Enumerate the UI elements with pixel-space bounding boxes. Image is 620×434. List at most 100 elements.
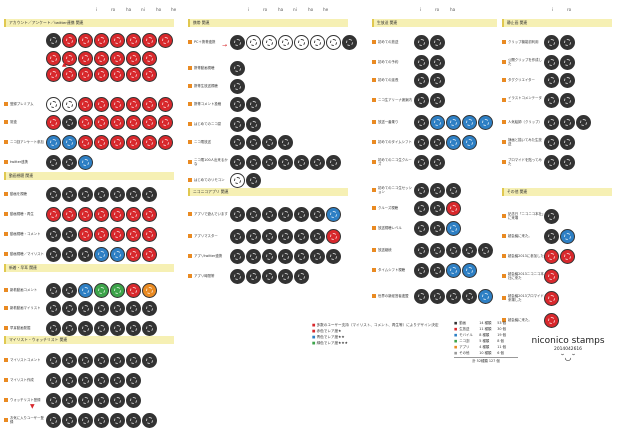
stamp-icon (446, 134, 461, 150)
stamp-icon (158, 114, 173, 130)
row-label-text: 超会議に来た。 (508, 234, 532, 238)
stamp-row: 登録プレミアム (4, 96, 174, 112)
row-label: 超会議2013に参加した (502, 254, 544, 258)
stamp-icon (414, 114, 429, 130)
stamp-icon (46, 66, 61, 82)
stamp-icon (560, 72, 575, 88)
stamp-icon (94, 206, 109, 222)
row-label: 携帯コメント投稿 (188, 102, 230, 106)
row-label-text: クルーズ視聴 (378, 206, 399, 210)
stamp-icon (126, 300, 141, 316)
bullet-icon (502, 274, 506, 278)
stamp-icon (560, 54, 575, 70)
stamp-icon (278, 206, 293, 222)
stamp-icon (62, 206, 77, 222)
bullet-icon (188, 212, 192, 216)
stamp-icon (62, 186, 77, 202)
stamp-icon (230, 248, 245, 264)
bullet-icon (372, 140, 376, 144)
row-label: 新着動画コメント (4, 288, 46, 292)
stamp-icon (278, 248, 293, 264)
stamp-icon (46, 206, 61, 222)
row-label: 動画視聴・再生 (4, 212, 46, 216)
stamp-row: 初めての放送 (372, 34, 446, 50)
stamp-icon (462, 134, 477, 150)
stamp-row: 動画を視聴 (4, 186, 158, 202)
down-arrow-icon: ▲ (62, 61, 67, 68)
legend-dot: ■ (312, 341, 316, 345)
stamp-icon (262, 268, 277, 284)
stamp-icon (126, 246, 141, 262)
row-label: アプリtwitter連携 (188, 254, 230, 258)
stamp-icon (126, 134, 141, 150)
row-label: お気に入りユーザー登録 (4, 416, 46, 424)
stamp-icon (126, 226, 141, 242)
stamp-icon (142, 320, 157, 336)
bullet-icon (502, 140, 506, 144)
row-label-text: 放送継続 (378, 248, 392, 252)
bullet-icon (188, 102, 192, 106)
stamp-icon (414, 182, 429, 198)
bullet-icon (502, 318, 506, 322)
kana-ho: ho (308, 7, 314, 12)
stamp-icon (294, 154, 309, 170)
bullet-icon (502, 254, 506, 258)
stamp-icon (46, 372, 61, 388)
stamp-icon (246, 228, 261, 244)
stamp-icon (430, 54, 445, 70)
stamp-icon (62, 114, 77, 130)
stamp-icon (142, 352, 157, 368)
stamp-icon (430, 242, 445, 258)
section-header: 動画視聴 関連 (4, 172, 174, 180)
kana-he: he (323, 7, 329, 12)
bullet-icon (502, 296, 506, 300)
row-label: クリップ機能初利用 (502, 40, 544, 44)
stamp-icon (94, 282, 109, 298)
stamp-icon (544, 114, 559, 130)
stamp-icon (110, 66, 125, 82)
bullet-icon (502, 78, 506, 82)
row-label: マイリスト作成 (4, 378, 46, 382)
stamp-icon (230, 116, 245, 132)
bullet-icon (4, 140, 8, 144)
stamp-icon (560, 34, 575, 50)
row-label-text: アプリtwitter連携 (194, 254, 223, 258)
stamp-icon (262, 228, 277, 244)
stamp-icon (294, 206, 309, 222)
stamp-row: 早耳動画発掘 (4, 320, 158, 336)
kana-row-2: i ro ha ni ho he (248, 7, 338, 12)
stamp-icon (94, 226, 109, 242)
stamp-icon (46, 300, 61, 316)
totals-types: 10 種類 (479, 351, 492, 355)
totals-count: 6 個 (497, 351, 504, 355)
row-label-text: ニコ割アンケート参加 (10, 140, 44, 144)
row-label-text: 動画視聴・コメント (10, 232, 41, 236)
stamp-icon (278, 154, 293, 170)
legend-dot: ■ (312, 329, 316, 333)
bullet-icon (4, 288, 8, 292)
stamp-icon (462, 288, 477, 304)
stamp-row: イラストコメンテーター (502, 92, 576, 108)
stamp-icon (142, 300, 157, 316)
row-label: 新着動画マイリスト (4, 306, 46, 310)
stamp-row: はじめてのニコ宴 (188, 116, 262, 132)
stamp-icon (142, 32, 157, 48)
stamp-icon (446, 242, 461, 258)
stamp-row: タグクリエイター (502, 72, 576, 88)
row-label-text: twitter連携 (10, 160, 28, 164)
kana-ro: ro (111, 7, 116, 12)
stamp-icon (326, 206, 341, 222)
stamp-icon (46, 32, 61, 48)
stamp-icon (414, 92, 429, 108)
stamp-icon (46, 392, 61, 408)
totals-category: アプリ (459, 345, 470, 349)
stamp-row (4, 50, 158, 66)
stamp-icon (78, 300, 93, 316)
stamp-row: 初めての延長 (372, 72, 446, 88)
stamp-icon (446, 288, 461, 304)
bullet-icon (372, 40, 376, 44)
stamp-icon (560, 248, 575, 264)
bullet-icon (188, 178, 192, 182)
totals-row: ■ 動画 14 種類 53 個 (454, 320, 518, 326)
row-label: 早耳動画発掘 (4, 326, 46, 330)
